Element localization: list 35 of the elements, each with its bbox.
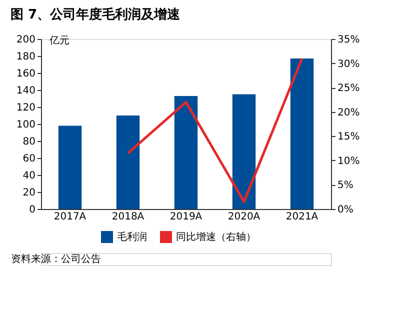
y2-tick-label: 30% xyxy=(338,58,360,70)
x-tick-label: 2021A xyxy=(286,212,318,222)
bar xyxy=(58,126,82,209)
y-tick-label: 60 xyxy=(22,154,36,164)
x-tick-label: 2017A xyxy=(54,212,86,222)
y2-tick-label: 10% xyxy=(338,156,360,167)
legend-label: 同比增速（右轴） xyxy=(176,231,256,243)
bar xyxy=(116,116,140,209)
text: 资料来源：公司公告 xyxy=(11,253,101,265)
x-tick-label: 2020A xyxy=(228,212,260,222)
y-tick-label: 80 xyxy=(22,136,36,148)
y-tick-label: 180 xyxy=(16,52,36,62)
y2-tick-label: 5% xyxy=(338,180,354,192)
y-tick-label: 120 xyxy=(16,102,36,114)
y2-tick-label: 0% xyxy=(338,204,354,216)
y-tick-label: 200 xyxy=(16,34,36,46)
line-series xyxy=(126,57,304,203)
y-tick-label: 0 xyxy=(29,204,36,216)
y-tick-label: 40 xyxy=(22,170,36,182)
y2-tick-label: 20% xyxy=(338,107,360,118)
legend-label: 毛利润 xyxy=(117,231,147,243)
bar xyxy=(290,58,314,209)
y2-tick-label: 35% xyxy=(338,34,360,46)
y2-tick-label: 25% xyxy=(338,83,360,94)
x-tick-label: 2018A xyxy=(112,212,144,222)
y-tick-label: 100 xyxy=(16,120,36,130)
x-tick-label: 2019A xyxy=(170,212,202,222)
y2-tick-label: 15% xyxy=(338,132,360,143)
y-tick-label: 160 xyxy=(16,68,36,80)
y-axis-title: 亿元 xyxy=(48,36,70,46)
chart-title: 图 7、公司年度毛利润及增速 xyxy=(10,6,182,22)
bar xyxy=(232,94,256,209)
y-tick-label: 140 xyxy=(16,86,36,96)
bar xyxy=(174,96,198,209)
y-tick-label: 20 xyxy=(22,188,36,198)
